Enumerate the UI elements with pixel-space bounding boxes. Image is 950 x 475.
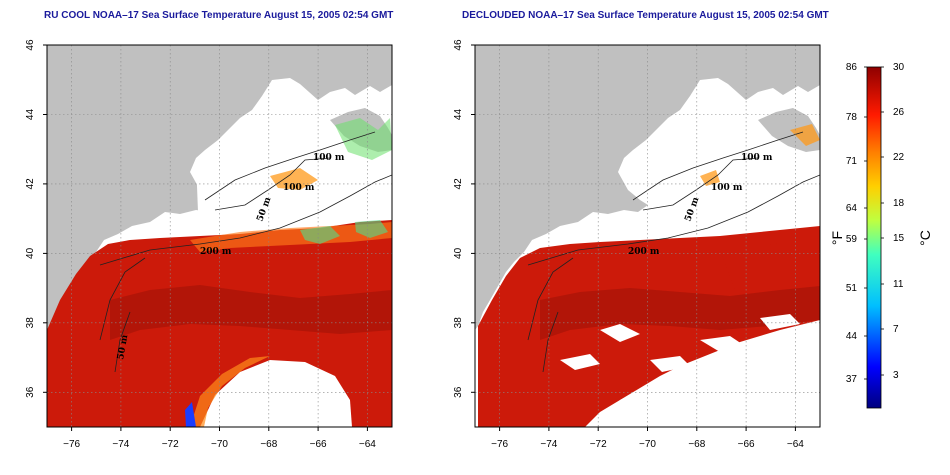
right-contour-line-100: [632, 131, 804, 201]
celsius-unit-label: °C: [917, 230, 933, 246]
left-contour-line-100: [204, 131, 376, 201]
right-lat-tick: 38: [453, 317, 464, 329]
right-ne-warm: [700, 124, 820, 186]
left-land-mass: [47, 45, 392, 330]
left-gulf-stream-core: [110, 285, 392, 340]
left-ne-warm: [270, 168, 318, 190]
right-lon-tick: −74: [540, 439, 557, 450]
right-lat-tick: 40: [453, 247, 464, 259]
left-green-patches: [300, 220, 388, 244]
left-cool-strip: [190, 222, 392, 252]
left-contour-label-2: 100 m: [283, 183, 315, 193]
fahrenheit-tick: 44: [846, 331, 858, 342]
colorbar: 86 78 71 64 59 51 44 37 30 26 22 18 15 1…: [829, 62, 933, 409]
celsius-tick: 18: [893, 198, 905, 209]
right-lon-tick: −70: [639, 439, 656, 450]
right-contour-label-2: 100 m: [711, 183, 743, 193]
left-lon-tick: −64: [359, 439, 376, 450]
right-tick-marks: [471, 44, 796, 431]
celsius-tick: 3: [893, 370, 899, 381]
left-lon-tick: −70: [211, 439, 228, 450]
fahrenheit-unit-label: °F: [829, 231, 845, 245]
right-panel-title: DECLOUDED NOAA–17 Sea Surface Temperatur…: [462, 10, 829, 21]
left-lon-tick: −76: [63, 439, 80, 450]
right-contour-line-200: [527, 174, 820, 266]
left-lat-tick: 40: [25, 247, 36, 259]
right-lon-tick: −66: [738, 439, 755, 450]
left-panel-title: RU COOL NOAA–17 Sea Surface Temperature …: [44, 10, 394, 21]
left-map-panel: 100 m 100 m 50 m 200 m 50 m −76 −74 −72 …: [25, 39, 393, 450]
fahrenheit-tick: 64: [846, 203, 858, 214]
left-gridlines: [47, 45, 392, 427]
right-warm-east: [720, 238, 820, 304]
right-map-panel: 100 m 100 m 50 m 200 m −76 −74 −72 −70 −…: [453, 39, 821, 450]
left-contour-shelf: [99, 257, 146, 373]
right-lon-tick: −68: [688, 439, 705, 450]
fahrenheit-tick: 37: [846, 374, 858, 385]
right-gulf-stream-core: [540, 286, 820, 340]
right-lon-tick: −72: [590, 439, 607, 450]
right-lat-tick: 44: [453, 109, 464, 121]
left-cloud-rim: [190, 356, 270, 427]
left-contour-line-50: [214, 157, 331, 211]
left-lat-tick: 36: [25, 386, 36, 398]
right-contour-label-4: 200 m: [628, 247, 660, 257]
colorbar-gradient: [866, 66, 882, 409]
left-ne-patches: [335, 118, 392, 160]
fahrenheit-tick: 51: [846, 283, 858, 294]
right-lat-tick: 42: [453, 178, 464, 190]
left-tick-marks: [43, 44, 368, 431]
right-lon-tick: −64: [787, 439, 804, 450]
left-lat-tick: 42: [25, 178, 36, 190]
left-cold-pocket: [185, 402, 196, 427]
fahrenheit-tick: 71: [846, 156, 858, 167]
colorbar-tick-marks: [864, 66, 884, 380]
left-contour-line-200: [99, 174, 392, 266]
left-lon-tick: −68: [260, 439, 277, 450]
right-lat-tick: 46: [453, 39, 464, 51]
left-cloud-band: [196, 150, 392, 236]
left-cloud-southeast: [200, 360, 352, 427]
left-lon-tick: −72: [162, 439, 179, 450]
right-land-mass: [475, 45, 820, 330]
celsius-tick: 22: [893, 152, 905, 163]
left-lon-tick: −74: [112, 439, 129, 450]
right-contour-line-50: [642, 157, 759, 211]
celsius-tick: 7: [893, 324, 899, 335]
right-lon-tick: −76: [491, 439, 508, 450]
left-contour-label-4: 200 m: [200, 247, 232, 257]
left-lon-tick: −66: [310, 439, 327, 450]
right-cloud-gaps: [560, 314, 820, 427]
celsius-tick: 30: [893, 62, 905, 73]
right-lat-tick: 36: [453, 386, 464, 398]
celsius-tick: 11: [893, 279, 904, 290]
left-lat-tick: 46: [25, 39, 36, 51]
left-lat-tick: 38: [25, 317, 36, 329]
left-contour-label-1: 100 m: [313, 153, 345, 163]
left-contour-label-5: 50 m: [116, 334, 130, 361]
left-lat-tick: 44: [25, 109, 36, 121]
celsius-tick: 26: [893, 107, 905, 118]
right-contour-shelf: [527, 257, 574, 373]
fahrenheit-tick: 59: [846, 234, 858, 245]
right-gridlines: [475, 45, 820, 427]
right-contour-label-1: 100 m: [741, 153, 773, 163]
fahrenheit-tick: 78: [846, 112, 858, 123]
fahrenheit-tick: 86: [846, 62, 858, 73]
celsius-tick: 15: [893, 233, 905, 244]
